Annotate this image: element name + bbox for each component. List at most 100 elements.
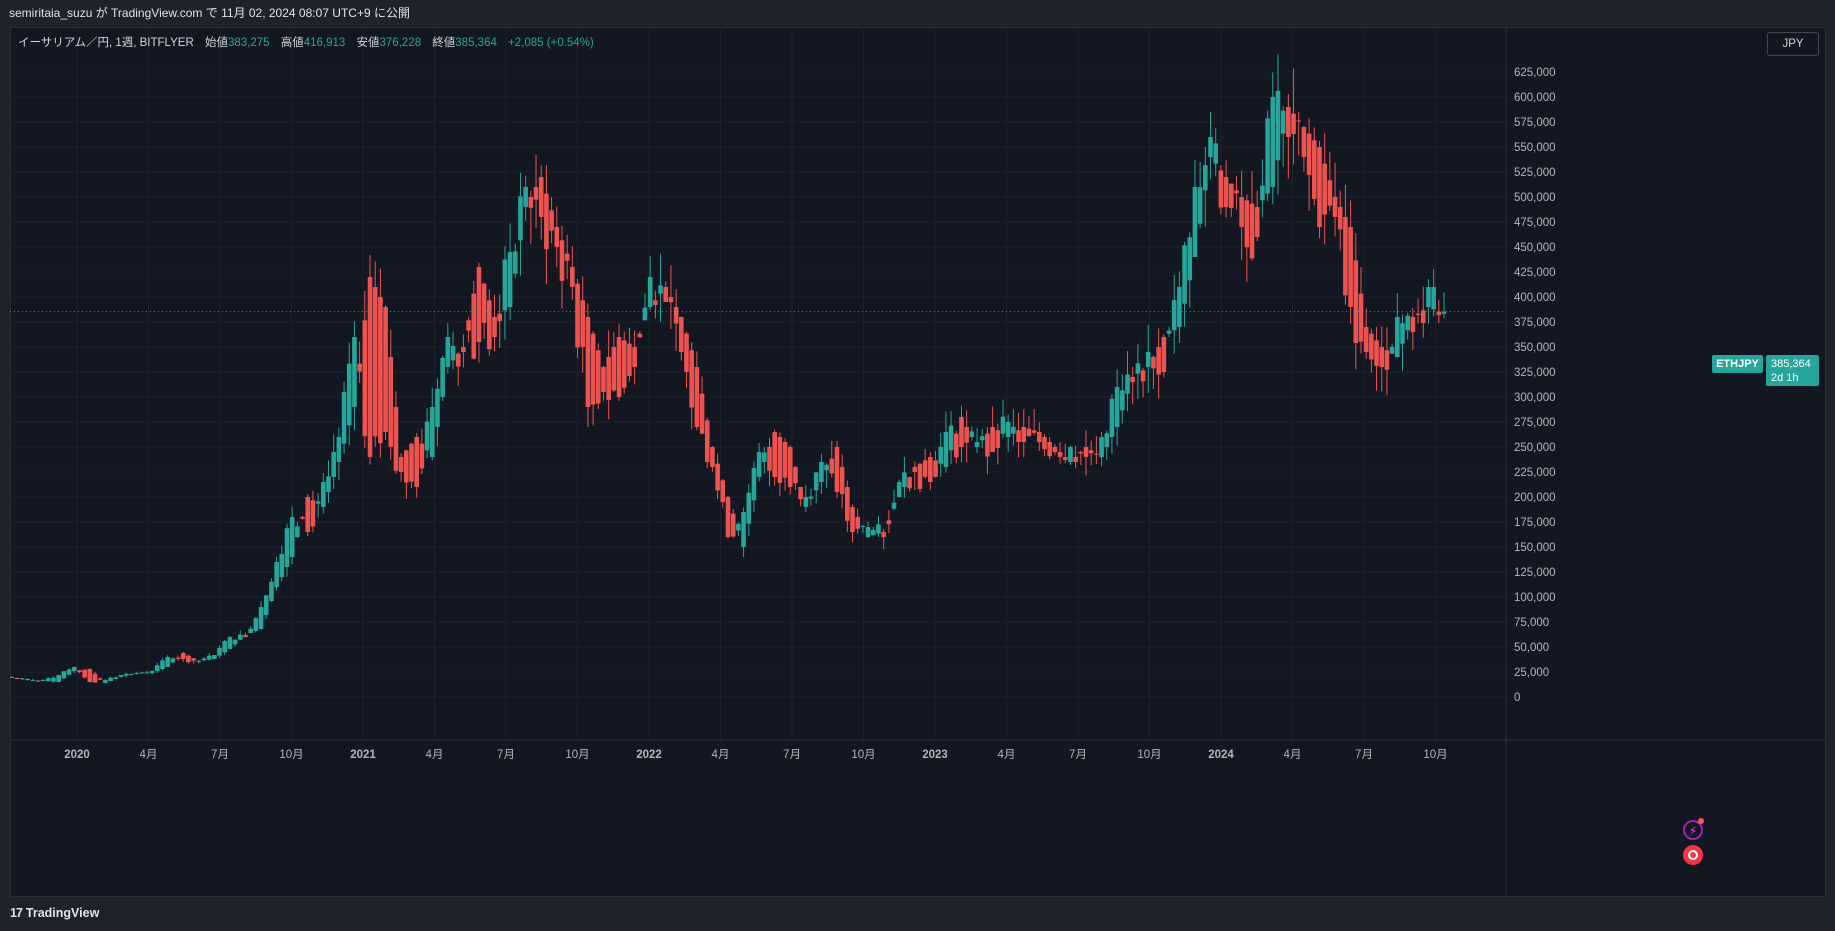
candle bbox=[1016, 413, 1021, 458]
candle bbox=[367, 255, 373, 465]
time-tick-label: 10月 bbox=[565, 749, 589, 761]
candle bbox=[1218, 165, 1224, 215]
candle bbox=[1130, 366, 1135, 405]
candle bbox=[305, 494, 311, 537]
time-tick-label: 4月 bbox=[140, 749, 158, 761]
price-tick-label: 400,000 bbox=[1514, 292, 1556, 304]
candle bbox=[97, 677, 103, 681]
candle bbox=[1021, 408, 1027, 458]
time-tick-label: 2022 bbox=[636, 749, 662, 761]
candle bbox=[1441, 292, 1447, 319]
candle bbox=[1327, 151, 1333, 211]
candle bbox=[902, 456, 907, 498]
candle bbox=[1296, 111, 1302, 156]
candle bbox=[227, 636, 233, 650]
price-chart[interactable]: 625,000 600,000 575,000 550,000 525,000 500,0… bbox=[10, 27, 1826, 897]
candle bbox=[14, 677, 20, 680]
price-tick-label: 25,000 bbox=[1514, 667, 1549, 679]
candle bbox=[813, 472, 819, 504]
candle bbox=[393, 391, 399, 474]
candle bbox=[1431, 269, 1436, 317]
candle bbox=[429, 387, 435, 461]
candle bbox=[741, 507, 746, 557]
candle bbox=[1208, 112, 1213, 180]
candle bbox=[564, 234, 570, 280]
candle bbox=[627, 327, 632, 382]
tradingview-logo-icon: 17 bbox=[10, 906, 23, 920]
candle bbox=[870, 526, 876, 536]
candle bbox=[237, 630, 243, 641]
candle bbox=[1291, 68, 1296, 165]
time-axis[interactable]: 2020 4月 7月 10月 2021 4月 7月 10月 2022 4月 7月 10月 2023 4月 7… bbox=[10, 739, 1826, 761]
record-icon[interactable] bbox=[1683, 845, 1703, 865]
candle bbox=[642, 293, 648, 321]
time-tick-label: 7月 bbox=[783, 749, 801, 761]
candle bbox=[995, 423, 1001, 465]
currency-button[interactable]: JPY bbox=[1767, 32, 1819, 56]
candlestick-series bbox=[10, 53, 1447, 684]
candle bbox=[860, 524, 866, 534]
time-tick-label: 2023 bbox=[922, 749, 948, 761]
candle bbox=[829, 440, 835, 478]
candle bbox=[658, 253, 663, 322]
candle bbox=[928, 452, 933, 491]
price-tick-label: 350,000 bbox=[1514, 342, 1556, 354]
candle bbox=[803, 485, 809, 512]
candle bbox=[819, 453, 824, 495]
candle bbox=[595, 343, 601, 410]
candle bbox=[1166, 326, 1172, 338]
candle bbox=[1280, 106, 1286, 167]
price-axis[interactable]: 625,000 600,000 575,000 550,000 525,000 500,0… bbox=[1505, 27, 1556, 897]
price-tick-label: 100,000 bbox=[1514, 592, 1556, 604]
candle bbox=[1125, 351, 1130, 412]
candle bbox=[1244, 194, 1250, 283]
symbol-title[interactable]: イーサリアム／円, 1週, BITFLYER bbox=[18, 37, 194, 49]
close-label: 終値 bbox=[432, 37, 456, 49]
candle bbox=[388, 330, 394, 460]
candle bbox=[1094, 435, 1099, 465]
candle bbox=[710, 445, 715, 472]
candle bbox=[222, 639, 228, 656]
candle bbox=[1270, 72, 1276, 204]
ohlc-legend: イーサリアム／円, 1週, BITFLYER 始値383,275 高値416,9… bbox=[18, 34, 594, 50]
candle bbox=[1420, 286, 1426, 338]
candle bbox=[180, 652, 186, 662]
candle bbox=[46, 677, 51, 682]
candle bbox=[435, 378, 440, 447]
candle bbox=[694, 351, 700, 431]
candle bbox=[891, 489, 897, 511]
candle bbox=[1083, 430, 1089, 476]
candle bbox=[1249, 171, 1255, 261]
candle bbox=[1182, 241, 1187, 327]
candle bbox=[492, 294, 497, 352]
candle bbox=[1363, 308, 1369, 360]
candle bbox=[528, 190, 534, 244]
time-tick-label: 2020 bbox=[64, 749, 90, 761]
candle bbox=[1011, 409, 1016, 446]
candle bbox=[357, 341, 362, 384]
candle bbox=[979, 429, 985, 449]
open-value: 383,275 bbox=[227, 37, 270, 49]
candle bbox=[419, 428, 425, 475]
lightning-icon[interactable]: ⚡ bbox=[1683, 820, 1703, 840]
candle bbox=[808, 488, 814, 506]
candle bbox=[61, 670, 67, 679]
candle bbox=[611, 331, 617, 392]
candle bbox=[175, 655, 181, 662]
candle bbox=[699, 376, 705, 435]
candle bbox=[1415, 298, 1421, 324]
candle bbox=[71, 666, 77, 674]
candle bbox=[274, 556, 279, 591]
candle bbox=[372, 261, 378, 447]
time-tick-label: 4月 bbox=[426, 749, 444, 761]
time-tick-label: 4月 bbox=[712, 749, 730, 761]
candle bbox=[855, 508, 861, 534]
candle bbox=[538, 165, 544, 240]
candle bbox=[907, 476, 912, 492]
price-tick-label: 300,000 bbox=[1514, 392, 1556, 404]
candle bbox=[139, 671, 145, 674]
candle bbox=[777, 432, 783, 497]
time-tick-label: 7月 bbox=[1069, 749, 1087, 761]
notification-dot bbox=[1698, 818, 1704, 824]
tradingview-brand[interactable]: 17 TradingView bbox=[10, 902, 99, 924]
